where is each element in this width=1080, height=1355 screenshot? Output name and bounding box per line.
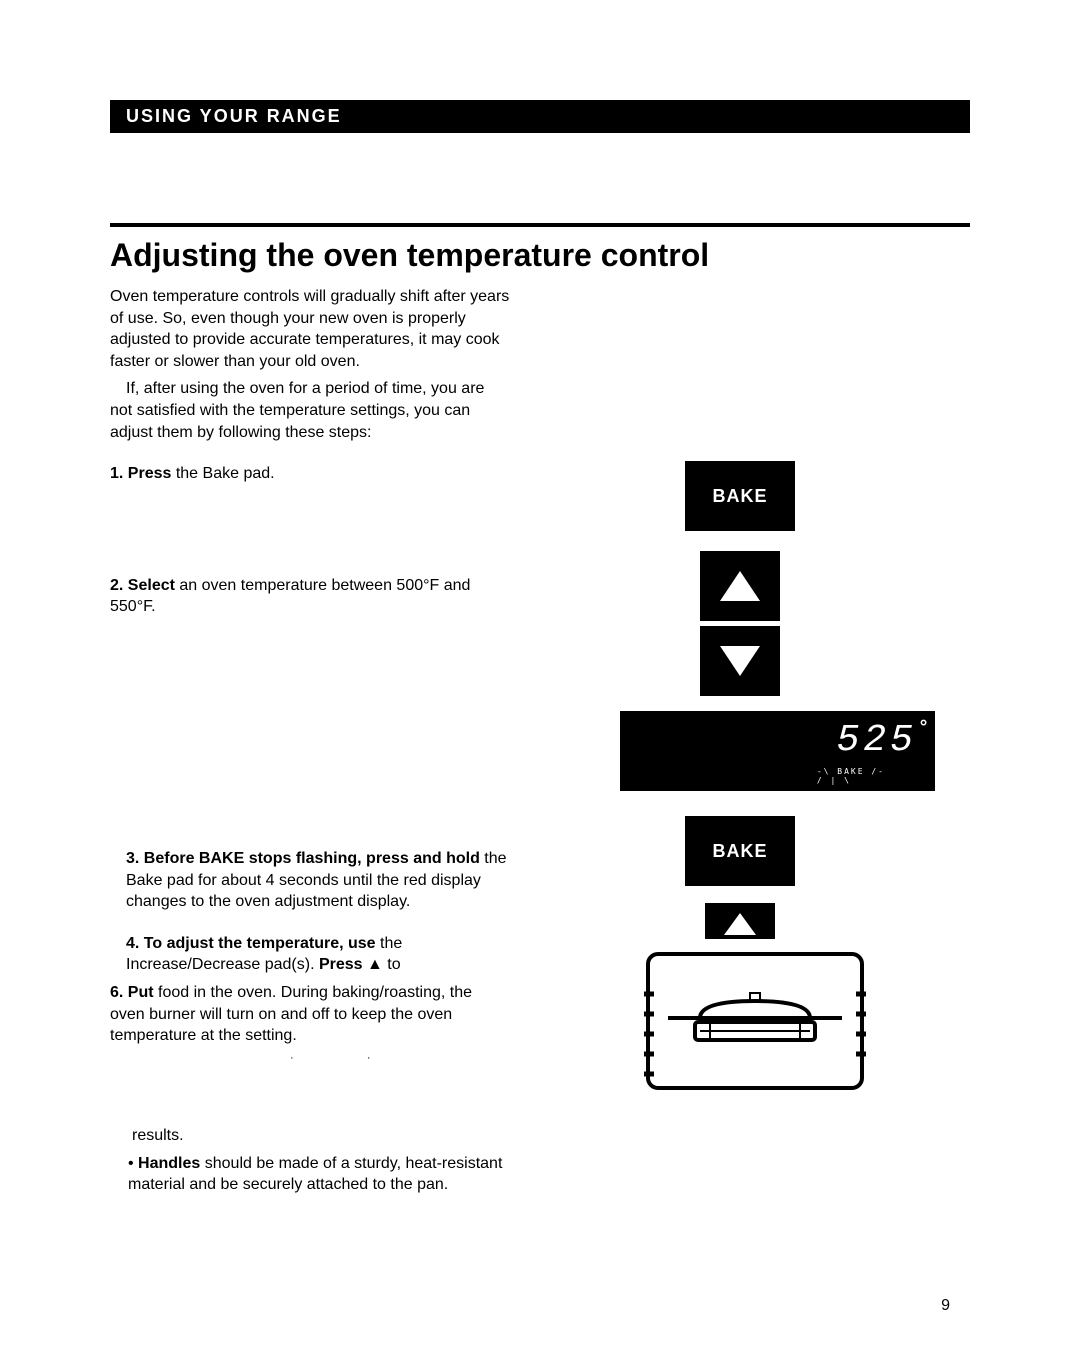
handles-bold: Handles xyxy=(138,1155,200,1172)
bake-pad-graphic-1: BAKE xyxy=(685,461,795,531)
handles-bullet: • Handles should be made of a sturdy, he… xyxy=(128,1153,510,1196)
display-degree-icon: ° xyxy=(918,717,929,738)
results-fragment: results. xyxy=(132,1127,510,1145)
step-6-text: food in the oven. During baking/roasting… xyxy=(110,984,472,1044)
step-4: 4. To adjust the temperature, use the In… xyxy=(126,933,510,976)
step-1-bold: Press xyxy=(128,465,172,482)
step-1-num: 1. xyxy=(110,465,128,482)
step-6-bold: Put xyxy=(128,984,154,1001)
display-bake-indicator: -\ BAKE /-/ | \ xyxy=(817,767,885,785)
intro-para-1: Oven temperature controls will gradually… xyxy=(110,286,510,372)
step-3: 3. Before BAKE stops flashing, press and… xyxy=(126,848,510,913)
bake-pad-graphic-2: BAKE xyxy=(685,816,795,886)
step-4-text2: to xyxy=(383,956,401,973)
left-column: Oven temperature controls will gradually… xyxy=(110,286,510,1196)
step-3-num: 3. xyxy=(126,850,144,867)
title-rule xyxy=(110,223,970,227)
content-area: Oven temperature controls will gradually… xyxy=(110,286,970,1196)
step-2: 2. Select an oven temperature between 50… xyxy=(110,575,510,618)
step-3-bold: Before BAKE stops flashing, press and ho… xyxy=(144,850,480,867)
page-title: Adjusting the oven temperature control xyxy=(110,237,970,274)
step-6-num: 6. xyxy=(110,984,128,1001)
cutoff-marks: · · xyxy=(290,1052,387,1064)
down-triangle-icon xyxy=(720,646,760,676)
page-number: 9 xyxy=(941,1297,950,1315)
right-column: BAKE 525 ° -\ BAKE /-/ | \ BAKE xyxy=(540,286,960,366)
step-1: 1. Press the Bake pad. xyxy=(110,463,510,485)
up-triangle-icon xyxy=(720,571,760,601)
oven-display-panel: 525 ° -\ BAKE /-/ | \ xyxy=(620,711,935,791)
section-header: USING YOUR RANGE xyxy=(110,100,970,133)
oven-diagram-icon xyxy=(640,946,870,1096)
step-2-bold: Select xyxy=(128,577,175,594)
step-2-num: 2. xyxy=(110,577,128,594)
step-4-num: 4. xyxy=(126,935,144,952)
step-4-bold: To adjust the temperature, use xyxy=(144,935,376,952)
small-up-triangle-icon xyxy=(724,913,756,935)
step-1-text: the Bake pad. xyxy=(171,465,274,482)
up-arrow-pad xyxy=(700,551,780,621)
down-arrow-pad xyxy=(700,626,780,696)
small-up-arrow-pad xyxy=(705,903,775,939)
step-6: 6. Put food in the oven. During baking/r… xyxy=(110,982,510,1047)
intro-para-2: If, after using the oven for a period of… xyxy=(110,378,510,443)
display-temperature: 525 xyxy=(837,719,917,762)
step-4-bold2: Press ▲ xyxy=(319,956,383,973)
